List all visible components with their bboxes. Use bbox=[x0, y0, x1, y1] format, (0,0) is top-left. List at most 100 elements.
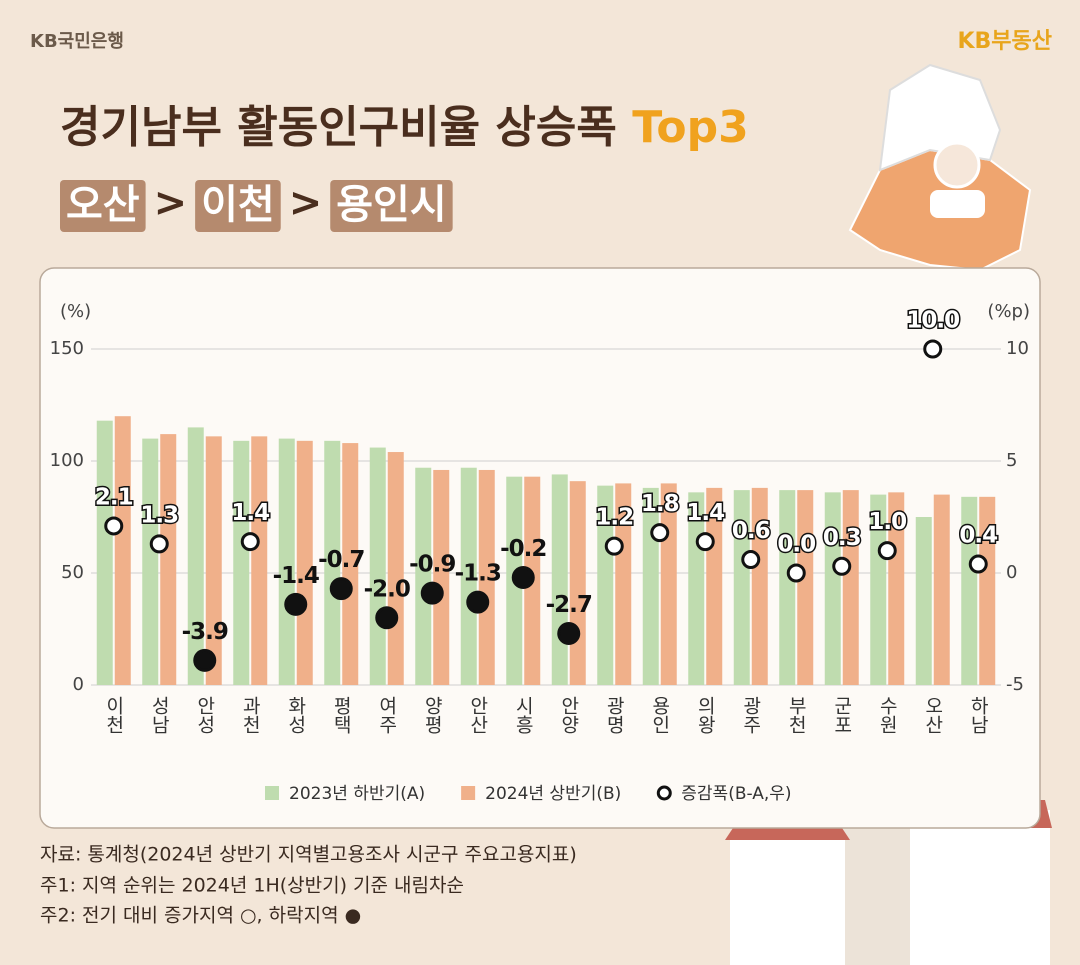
change-marker bbox=[375, 606, 399, 630]
x-tick-label: 안양 bbox=[558, 696, 580, 734]
x-tick-label: 부천 bbox=[785, 696, 807, 734]
x-tick-label: 이천 bbox=[103, 696, 125, 734]
bar bbox=[387, 452, 404, 685]
change-marker bbox=[149, 534, 169, 554]
bar bbox=[733, 490, 750, 685]
bar bbox=[114, 416, 131, 685]
ranking-separator: > bbox=[154, 180, 188, 226]
legend-label: 2023년 하반기(A) bbox=[289, 784, 425, 804]
bar bbox=[233, 440, 250, 685]
brand-right: KB부동산 bbox=[957, 29, 1052, 54]
change-marker bbox=[193, 648, 217, 672]
x-tick-label: 여주 bbox=[376, 696, 398, 734]
data-label: -3.9 bbox=[182, 619, 228, 645]
bar bbox=[961, 496, 978, 685]
ranking-box bbox=[330, 180, 453, 232]
bar bbox=[205, 436, 222, 685]
data-label: -2.7 bbox=[546, 592, 592, 618]
ranking-separator: > bbox=[289, 180, 323, 226]
bar bbox=[478, 469, 495, 685]
data-label: 1.4 bbox=[686, 500, 724, 526]
bar bbox=[342, 443, 359, 685]
bar bbox=[797, 490, 814, 685]
bar bbox=[569, 481, 586, 685]
ranking-item: 용인시 bbox=[336, 182, 446, 228]
bar bbox=[142, 438, 159, 685]
x-tick-label: 군포 bbox=[831, 696, 853, 734]
data-label: 1.2 bbox=[595, 505, 633, 531]
title: 경기남부 활동인구비율 상승폭 Top3 bbox=[60, 102, 749, 153]
x-tick-label: 하남 bbox=[967, 696, 989, 734]
y2-unit: (%p) bbox=[987, 301, 1030, 322]
change-marker bbox=[923, 339, 943, 359]
bar bbox=[96, 420, 113, 685]
data-label: 1.4 bbox=[231, 500, 269, 526]
bar bbox=[888, 492, 905, 685]
bar bbox=[779, 490, 796, 685]
brand-left: KB국민은행 bbox=[30, 31, 124, 52]
x-tick-label: 시흥 bbox=[512, 696, 534, 734]
change-marker bbox=[832, 556, 852, 576]
note: 자료: 통계청(2024년 상반기 지역별고용조사 시군구 주요고용지표) bbox=[40, 844, 577, 866]
bar bbox=[615, 483, 632, 685]
title-highlight: Top3 bbox=[632, 102, 749, 153]
plot: (%) (%p) 0 50 100 150 -5 0 5 10 이천 성남 안성 과천 화성 평택 여주 양평 안산… bbox=[50, 301, 1030, 804]
person-icon bbox=[933, 141, 981, 189]
bar bbox=[433, 469, 450, 685]
bar bbox=[642, 487, 659, 685]
x-tick-label: 성남 bbox=[148, 696, 170, 734]
bar bbox=[979, 496, 996, 685]
x-tick-label: 평택 bbox=[330, 696, 352, 734]
x-tick-label: 광명 bbox=[603, 696, 625, 734]
bar bbox=[915, 517, 932, 685]
data-label: -2.0 bbox=[364, 576, 410, 602]
data-label: 0.4 bbox=[959, 523, 997, 549]
x-tick-label: 과천 bbox=[239, 696, 261, 734]
x-tick-label: 안성 bbox=[194, 696, 216, 734]
ranking-item: 이천 bbox=[201, 182, 275, 228]
bar bbox=[824, 492, 841, 685]
bar bbox=[369, 447, 386, 685]
legend-marker bbox=[656, 785, 672, 801]
legend-marker bbox=[461, 786, 476, 800]
data-label: -1.3 bbox=[455, 561, 501, 587]
data-label: 10.0 bbox=[906, 308, 959, 334]
change-marker bbox=[604, 536, 624, 556]
ranking-item: 오산 bbox=[66, 182, 140, 228]
bar bbox=[415, 467, 432, 685]
bar bbox=[751, 487, 768, 685]
change-marker bbox=[240, 532, 260, 552]
change-marker bbox=[968, 554, 988, 574]
data-label: -1.4 bbox=[273, 563, 319, 589]
y2-tick-label: 5 bbox=[1006, 450, 1017, 471]
change-marker bbox=[695, 532, 715, 552]
change-marker bbox=[104, 516, 124, 536]
change-marker bbox=[329, 577, 353, 601]
bar bbox=[160, 434, 177, 685]
data-label: 1.3 bbox=[140, 502, 178, 528]
y2-tick-label: -5 bbox=[1006, 674, 1024, 695]
bar bbox=[187, 427, 204, 685]
y-tick-label: 50 bbox=[61, 562, 84, 583]
data-label: 0.3 bbox=[823, 525, 861, 551]
y-tick-label: 150 bbox=[50, 338, 84, 359]
bar bbox=[278, 438, 295, 685]
y-unit: (%) bbox=[60, 301, 91, 322]
bar bbox=[870, 494, 887, 685]
change-marker bbox=[741, 550, 761, 570]
x-tick-label: 수원 bbox=[876, 696, 898, 734]
ranking-box bbox=[60, 180, 146, 232]
x-tick-label: 화성 bbox=[285, 696, 307, 734]
ranking-box bbox=[195, 180, 281, 232]
y-tick-label: 0 bbox=[73, 674, 84, 695]
x-tick-label: 양평 bbox=[421, 696, 443, 734]
change-marker bbox=[557, 621, 581, 645]
title-main: 경기남부 활동인구비율 상승폭 bbox=[60, 102, 617, 153]
x-tick-label: 안산 bbox=[467, 696, 489, 734]
legend-label: 2024년 상반기(B) bbox=[485, 784, 621, 804]
y2-tick-label: 0 bbox=[1006, 562, 1017, 583]
y-tick-label: 100 bbox=[50, 450, 84, 471]
x-tick-label: 의왕 bbox=[694, 696, 716, 734]
bar bbox=[251, 436, 268, 685]
